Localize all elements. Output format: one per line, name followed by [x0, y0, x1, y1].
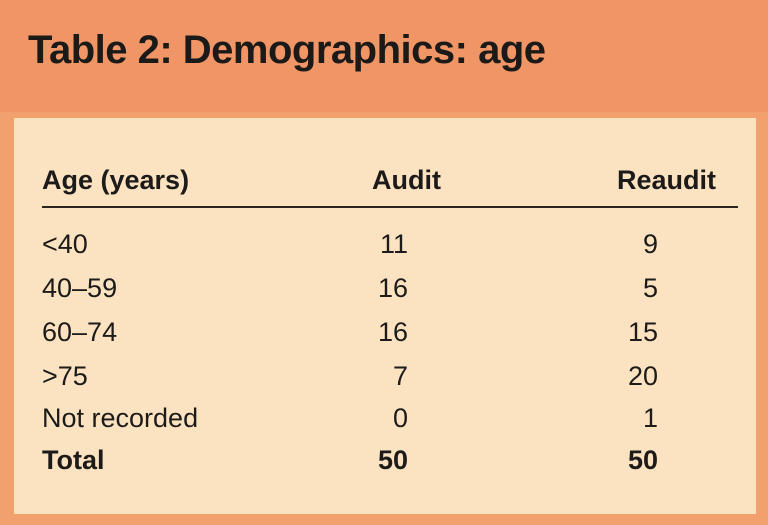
column-header-reaudit: Reaudit: [616, 165, 716, 195]
reaudit-cell: 20: [627, 361, 658, 391]
age-cell: >75: [42, 361, 88, 391]
audit-cell: 11: [379, 229, 408, 259]
column-header-audit: Audit: [372, 165, 441, 195]
total-row: Total 50 50: [42, 440, 738, 480]
age-cell: 60–74: [42, 317, 118, 347]
audit-total: 50: [377, 445, 408, 475]
header-divider: [42, 206, 738, 208]
total-label: Total: [42, 445, 105, 475]
age-cell: 40–59: [42, 273, 118, 303]
audit-cell: 16: [377, 317, 408, 347]
header-row: Age (years) Audit Reaudit: [42, 160, 738, 200]
table-row: 60–74 16 15: [42, 312, 738, 352]
age-cell: Not recorded: [42, 403, 199, 433]
table-row: >75 7 20: [42, 356, 738, 396]
table-panel: Age (years) Audit Reaudit <40 11 9 40–59…: [14, 118, 756, 514]
column-header-age: Age (years): [42, 165, 190, 195]
reaudit-cell: 5: [642, 273, 658, 303]
table-row: <40 11 9: [42, 224, 738, 264]
audit-cell: 7: [392, 361, 408, 391]
table-row: Not recorded 0 1: [42, 398, 738, 438]
reaudit-cell: 15: [627, 317, 658, 347]
title-banner: Table 2: Demographics: age: [0, 0, 768, 112]
reaudit-cell: 9: [642, 229, 658, 259]
age-cell: <40: [42, 229, 88, 259]
age-demographics-table: Age (years) Audit Reaudit <40 11 9 40–59…: [42, 118, 750, 514]
reaudit-total: 50: [627, 445, 658, 475]
table-title: Table 2: Demographics: age: [28, 28, 546, 72]
table-row: 40–59 16 5: [42, 268, 738, 308]
audit-cell: 0: [392, 403, 408, 433]
audit-cell: 16: [377, 273, 408, 303]
reaudit-cell: 1: [642, 403, 658, 433]
